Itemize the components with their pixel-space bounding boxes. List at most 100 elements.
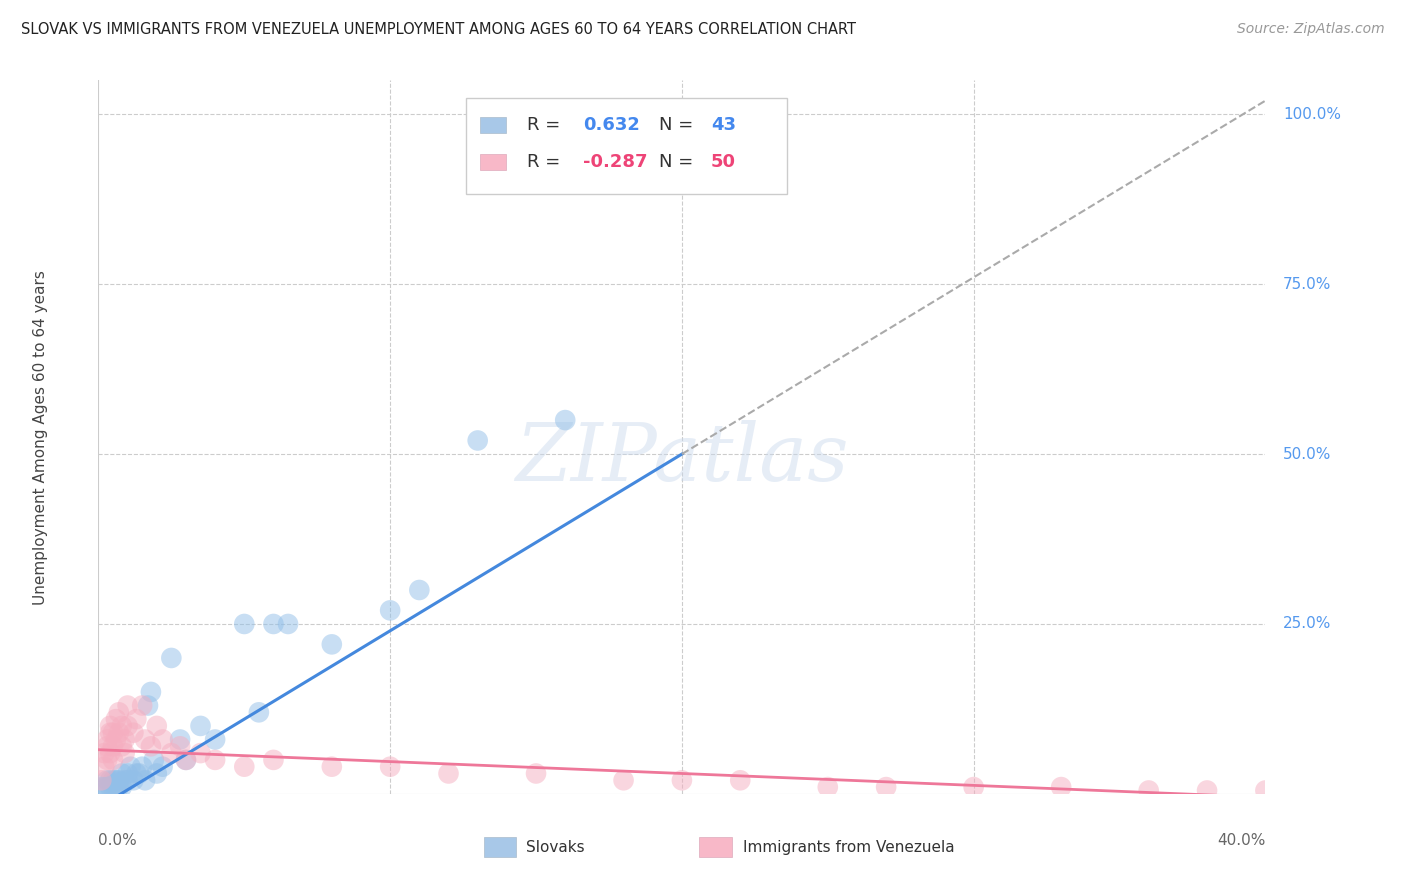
Point: [128, 766, 150, 780]
Text: 0.632: 0.632: [582, 116, 640, 134]
Point: [98, 719, 121, 733]
Text: Immigrants from Venezuela: Immigrants from Venezuela: [742, 840, 955, 855]
Point: [111, 739, 134, 754]
Point: [96, 732, 118, 747]
FancyBboxPatch shape: [699, 838, 733, 857]
Point: [554, 413, 576, 427]
Point: [277, 617, 299, 632]
Point: [233, 760, 256, 774]
Point: [139, 685, 162, 699]
Text: 25.0%: 25.0%: [1282, 616, 1331, 632]
Point: [104, 732, 127, 747]
FancyBboxPatch shape: [479, 118, 506, 133]
Point: [98, 725, 121, 739]
Point: [117, 719, 139, 733]
Point: [101, 773, 124, 788]
Point: [98, 780, 121, 794]
Point: [142, 753, 165, 767]
Point: [101, 739, 124, 754]
Point: [101, 780, 124, 794]
Point: [104, 773, 127, 788]
Point: [380, 760, 402, 774]
Point: [101, 753, 124, 767]
Text: N =: N =: [658, 116, 699, 134]
Point: [104, 712, 127, 726]
FancyBboxPatch shape: [465, 98, 787, 194]
Text: N =: N =: [658, 153, 699, 171]
Point: [962, 780, 984, 794]
Point: [321, 637, 343, 651]
Point: [122, 773, 145, 788]
Text: SLOVAK VS IMMIGRANTS FROM VENEZUELA UNEMPLOYMENT AMONG AGES 60 TO 64 YEARS CORRE: SLOVAK VS IMMIGRANTS FROM VENEZUELA UNEM…: [21, 22, 856, 37]
Point: [671, 773, 693, 788]
Point: [139, 739, 162, 754]
Point: [262, 753, 284, 767]
Point: [114, 746, 136, 760]
Point: [125, 766, 148, 780]
Point: [104, 780, 127, 794]
Point: [262, 617, 284, 632]
Text: 50.0%: 50.0%: [1282, 447, 1331, 461]
Point: [247, 706, 270, 720]
Text: 0.0%: 0.0%: [98, 833, 138, 848]
Point: [90, 780, 112, 794]
Point: [114, 773, 136, 788]
Text: R =: R =: [527, 153, 565, 171]
Point: [136, 698, 159, 713]
Text: 40.0%: 40.0%: [1218, 833, 1265, 848]
Point: [93, 780, 115, 794]
Point: [134, 773, 156, 788]
Point: [152, 732, 174, 747]
Point: [1050, 780, 1073, 794]
Point: [117, 773, 139, 788]
Point: [108, 773, 131, 788]
Text: -0.287: -0.287: [582, 153, 647, 171]
Point: [169, 732, 191, 747]
Point: [93, 746, 115, 760]
Point: [233, 617, 256, 632]
Point: [114, 732, 136, 747]
Text: Slovaks: Slovaks: [526, 840, 583, 855]
Text: R =: R =: [527, 116, 565, 134]
Point: [160, 746, 183, 760]
Point: [321, 760, 343, 774]
Point: [120, 760, 142, 774]
Point: [190, 719, 212, 733]
Point: [125, 712, 148, 726]
Point: [131, 698, 153, 713]
Point: [380, 603, 402, 617]
Point: [96, 739, 118, 754]
Point: [174, 753, 197, 767]
Point: [108, 780, 131, 794]
Text: Source: ZipAtlas.com: Source: ZipAtlas.com: [1237, 22, 1385, 37]
Point: [730, 773, 752, 788]
Point: [467, 434, 489, 448]
Point: [204, 753, 226, 767]
Point: [671, 107, 693, 121]
Point: [146, 719, 169, 733]
Point: [117, 698, 139, 713]
Point: [131, 760, 153, 774]
Text: 43: 43: [711, 116, 737, 134]
FancyBboxPatch shape: [479, 154, 506, 170]
Point: [1137, 783, 1160, 797]
Point: [111, 766, 134, 780]
Point: [160, 651, 183, 665]
Point: [612, 773, 634, 788]
Point: [146, 766, 169, 780]
Point: [134, 732, 156, 747]
Point: [122, 725, 145, 739]
Point: [101, 725, 124, 739]
Point: [174, 753, 197, 767]
Text: 75.0%: 75.0%: [1282, 277, 1331, 292]
Point: [96, 753, 118, 767]
Point: [875, 780, 897, 794]
Point: [190, 746, 212, 760]
FancyBboxPatch shape: [484, 838, 516, 857]
Point: [437, 766, 460, 780]
Point: [1195, 783, 1218, 797]
Point: [108, 725, 131, 739]
Text: 100.0%: 100.0%: [1282, 107, 1341, 122]
Point: [169, 739, 191, 754]
Point: [1254, 783, 1277, 797]
